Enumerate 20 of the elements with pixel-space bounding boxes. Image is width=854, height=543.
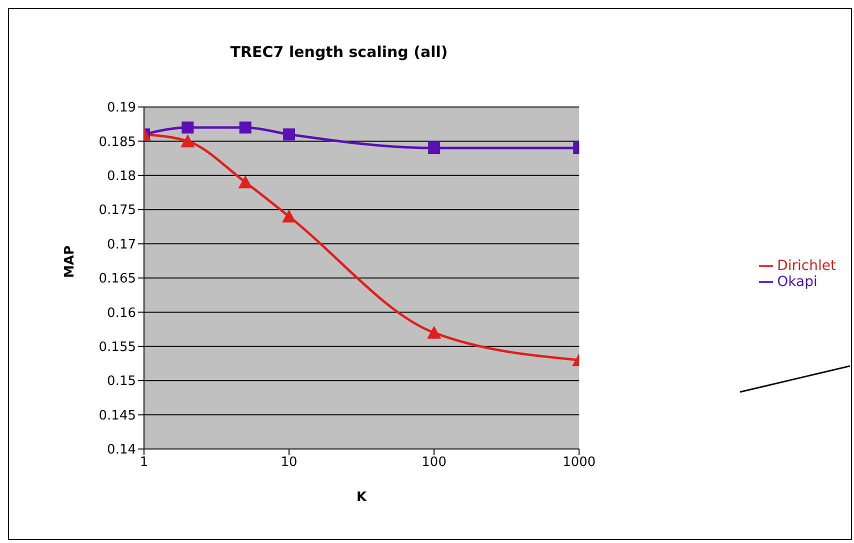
y-tick-label: 0.15 (107, 374, 136, 390)
y-tick-label: 0.165 (98, 272, 136, 287)
y-axis-title: MAP (62, 245, 78, 278)
x-tick-label: 10 (280, 455, 298, 470)
y-tick-label: 0.16 (107, 306, 136, 321)
legend-label: Okapi (777, 274, 818, 290)
chart-title: TREC7 length scaling (all) (229, 43, 449, 61)
x-tick-label: 1 (140, 455, 148, 470)
y-tick-label: 0.18 (107, 169, 136, 184)
x-tick-label: 1000 (562, 455, 596, 470)
y-tick-label: 0.185 (98, 134, 136, 150)
x-tick-label: 100 (422, 455, 446, 470)
legend-label: Dirichlet (777, 258, 836, 274)
x-axis-title: K (356, 490, 368, 505)
y-tick-label: 0.19 (107, 100, 136, 116)
y-tick-label: 0.175 (98, 203, 136, 218)
y-tick-label: 0.17 (107, 237, 136, 252)
y-tick-label: 0.155 (98, 340, 136, 356)
y-tick-label: 0.14 (107, 442, 136, 458)
y-tick-label: 0.145 (98, 408, 136, 424)
